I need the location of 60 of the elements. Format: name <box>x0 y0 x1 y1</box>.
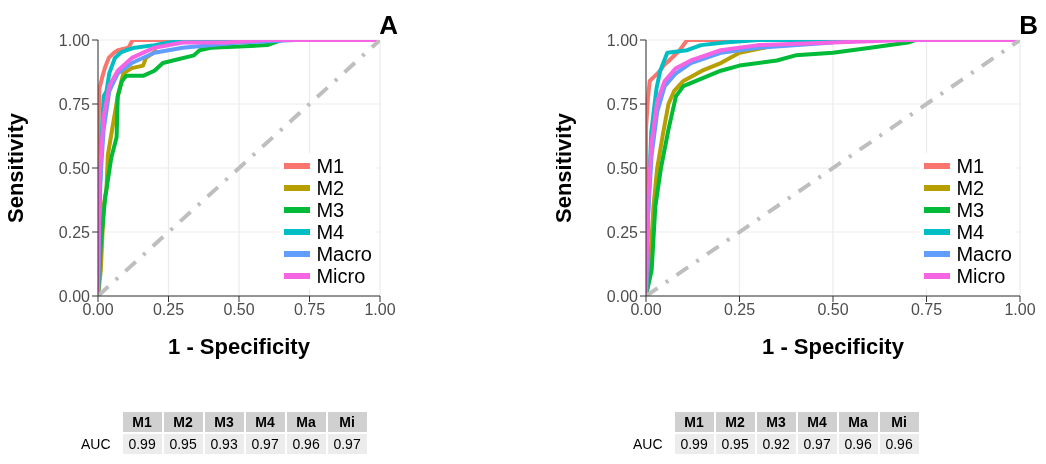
data-label: 0.95 <box>163 434 203 454</box>
category-label: Mi <box>327 412 367 432</box>
y-tick-label: 0.25 <box>606 223 639 241</box>
x-tick-label: 0.50 <box>223 301 255 319</box>
data-label: 0.96 <box>879 434 919 454</box>
category-label: M3 <box>204 412 244 432</box>
x-tick-label: 0.00 <box>82 301 114 319</box>
data-label: 0.97 <box>327 434 367 454</box>
x-axis-title: 1 - Specificity <box>762 334 905 359</box>
x-tick-label: 1.00 <box>364 301 396 319</box>
legend-label: Macro <box>316 242 372 266</box>
x-tick-label: 0.25 <box>723 301 756 319</box>
y-tick-label: 0.25 <box>58 223 91 241</box>
category-label: M2 <box>715 412 755 432</box>
legend-label: M1 <box>316 154 345 178</box>
chart-title: B <box>1019 10 1038 41</box>
legend-label: M4 <box>316 220 345 244</box>
category-label: M2 <box>163 412 203 432</box>
x-tick-label: 0.50 <box>817 301 849 319</box>
legend-label: M4 <box>956 220 985 244</box>
legend-label: M3 <box>316 198 345 222</box>
data-label: 0.97 <box>245 434 285 454</box>
x-tick-label: 0.25 <box>152 301 185 319</box>
legend-label: M2 <box>316 176 345 200</box>
y-tick-label: 0.75 <box>58 95 91 113</box>
category-label: M1 <box>122 412 162 432</box>
legend-label: M1 <box>956 154 985 178</box>
y-tick-label: 1.00 <box>606 31 639 49</box>
data-label: 0.97 <box>797 434 837 454</box>
legend-label: Macro <box>956 242 1012 266</box>
legend-label: M3 <box>956 198 985 222</box>
x-axis-title: 1 - Specificity <box>168 334 311 359</box>
category-label: M4 <box>245 412 285 432</box>
category-label: Mi <box>879 412 919 432</box>
data-label: 0.96 <box>838 434 878 454</box>
category-label: Ma <box>286 412 326 432</box>
data-label: 0.93 <box>204 434 244 454</box>
legend-label: Micro <box>316 264 366 288</box>
x-tick-label: 0.75 <box>293 301 326 319</box>
category-label: M4 <box>797 412 837 432</box>
data-label: 0.95 <box>715 434 755 454</box>
x-tick-label: 1.00 <box>1004 301 1036 319</box>
text: AUC <box>80 435 112 454</box>
legend-label: Micro <box>956 264 1006 288</box>
y-tick-label: 1.00 <box>58 31 91 49</box>
y-tick-label: 0.50 <box>58 159 91 177</box>
legend-label: M2 <box>956 176 985 200</box>
data-label: 0.92 <box>756 434 796 454</box>
category-label: M3 <box>756 412 796 432</box>
x-tick-label: 0.00 <box>630 301 662 319</box>
data-label: 0.99 <box>674 434 714 454</box>
chart-title: A <box>379 10 398 41</box>
data-label: 0.96 <box>286 434 326 454</box>
data-label: 0.99 <box>122 434 162 454</box>
category-label: M1 <box>674 412 714 432</box>
category-label: Ma <box>838 412 878 432</box>
x-tick-label: 0.75 <box>910 301 943 319</box>
y-tick-label: 0.75 <box>606 95 639 113</box>
text: AUC <box>632 435 664 454</box>
y-tick-label: 0.50 <box>606 159 639 177</box>
